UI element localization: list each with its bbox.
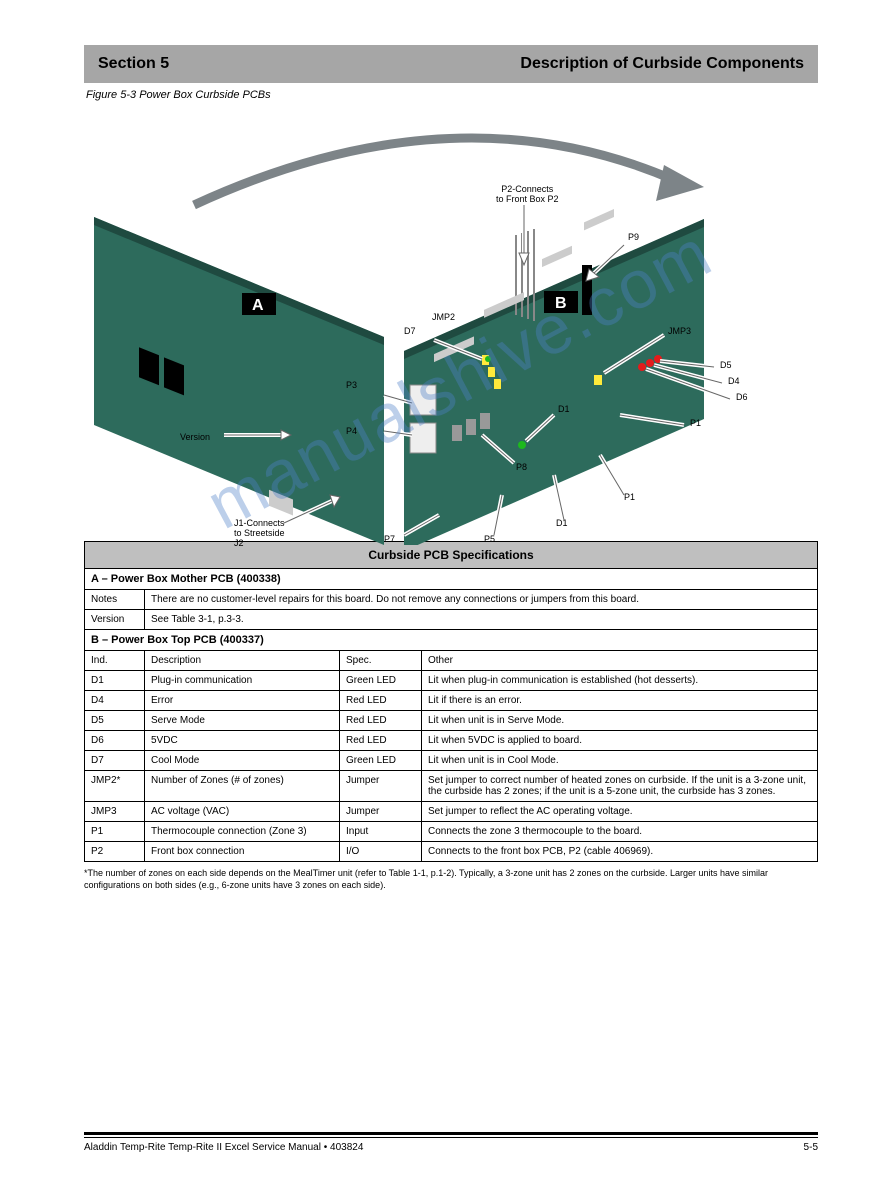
table-row: Version See Table 3-1, p.3-3. (85, 610, 818, 630)
label-p2: P2-Connectsto Front Box P2 (496, 185, 559, 205)
footer-doc: Aladdin Temp-Rite Temp-Rite II Excel Ser… (84, 1142, 363, 1153)
label-j1: J1-Connectsto StreetsideJ2 (234, 519, 285, 549)
table-row: D5Serve ModeRed LEDLit when unit is in S… (85, 711, 818, 731)
table-row: P2Front box connectionI/OConnects to the… (85, 842, 818, 862)
label-jmp3: JMP3 (668, 327, 691, 337)
label-d7: D7 (404, 327, 416, 337)
label-p1: P1 (690, 419, 701, 429)
circuit-board-figure: A (84, 115, 818, 545)
table-row: D7Cool ModeGreen LEDLit when unit is in … (85, 751, 818, 771)
section-a-heading: A – Power Box Mother PCB (400338) (85, 569, 818, 590)
table-row: D65VDCRed LEDLit when 5VDC is applied to… (85, 731, 818, 751)
panel-a-label: A (252, 297, 264, 314)
table-row: P1Thermocouple connection (Zone 3)InputC… (85, 822, 818, 842)
label-p8: P8 (516, 463, 527, 473)
figure-caption: Figure 5-3 Power Box Curbside PCBs (84, 89, 818, 101)
label-version: Version (180, 433, 210, 443)
footer-page: 5-5 (804, 1142, 818, 1153)
label-jmp2: JMP2 (432, 313, 455, 323)
label-bottom2: P5 (484, 535, 495, 545)
label-p3: P3 (346, 381, 357, 391)
table-row: D4ErrorRed LEDLit if there is an error. (85, 691, 818, 711)
header-bar: Section 5 Description of Curbside Compon… (84, 45, 818, 83)
table-title: Curbside PCB Specifications (85, 542, 818, 569)
label-d1: D1 (558, 405, 570, 415)
label-d6: D6 (736, 393, 748, 403)
section-title: Description of Curbside Components (520, 55, 804, 73)
table-row: JMP3AC voltage (VAC)JumperSet jumper to … (85, 802, 818, 822)
table-row: Notes There are no customer-level repair… (85, 590, 818, 610)
label-p4: P4 (346, 427, 357, 437)
label-d4: D4 (728, 377, 740, 387)
footnote: *The number of zones on each side depend… (84, 868, 818, 891)
label-d5: D5 (720, 361, 732, 371)
label-bottom4: P1 (624, 493, 635, 503)
label-bottom1: P7 (384, 535, 395, 545)
spec-table: Curbside PCB Specifications A – Power Bo… (84, 541, 818, 862)
table-row: D1Plug-in communicationGreen LEDLit when… (85, 671, 818, 691)
page-footer: Aladdin Temp-Rite Temp-Rite II Excel Ser… (84, 1132, 818, 1153)
label-bottom3: D1 (556, 519, 568, 529)
section-b-heading: B – Power Box Top PCB (400337) (85, 630, 818, 651)
section-number: Section 5 (98, 55, 169, 73)
panel-b-label: B (555, 295, 567, 312)
pcb-diagram-svg: A (84, 115, 818, 545)
table-header-row: Ind. Description Spec. Other (85, 651, 818, 671)
table-row: JMP2*Number of Zones (# of zones)JumperS… (85, 771, 818, 802)
label-p9: P9 (628, 233, 639, 243)
